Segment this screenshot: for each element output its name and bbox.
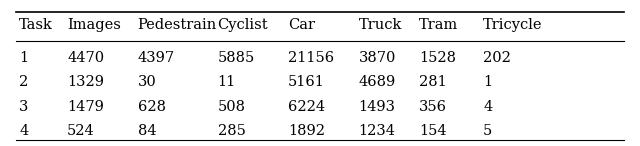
- Text: 281: 281: [419, 75, 447, 89]
- Text: Tricycle: Tricycle: [483, 18, 543, 32]
- Text: 1493: 1493: [358, 100, 396, 114]
- Text: Tram: Tram: [419, 18, 458, 32]
- Text: 154: 154: [419, 124, 447, 138]
- Text: 285: 285: [218, 124, 246, 138]
- Text: Images: Images: [67, 18, 121, 32]
- Text: 524: 524: [67, 124, 95, 138]
- Text: 508: 508: [218, 100, 246, 114]
- Text: 5: 5: [483, 124, 492, 138]
- Text: 1329: 1329: [67, 75, 104, 89]
- Text: 4: 4: [19, 124, 28, 138]
- Text: 2: 2: [19, 75, 28, 89]
- Text: Car: Car: [288, 18, 315, 32]
- Text: 6224: 6224: [288, 100, 325, 114]
- Text: Pedestrain: Pedestrain: [138, 18, 217, 32]
- Text: 3: 3: [19, 100, 29, 114]
- Text: 30: 30: [138, 75, 156, 89]
- Text: 4689: 4689: [358, 75, 396, 89]
- Text: 3870: 3870: [358, 51, 396, 65]
- Text: 628: 628: [138, 100, 166, 114]
- Text: 5885: 5885: [218, 51, 255, 65]
- Text: 4397: 4397: [138, 51, 175, 65]
- Text: 4470: 4470: [67, 51, 104, 65]
- Text: 1234: 1234: [358, 124, 396, 138]
- Text: 1479: 1479: [67, 100, 104, 114]
- Text: 1528: 1528: [419, 51, 456, 65]
- Text: 4: 4: [483, 100, 492, 114]
- Text: 21156: 21156: [288, 51, 334, 65]
- Text: Cyclist: Cyclist: [218, 18, 268, 32]
- Text: 84: 84: [138, 124, 156, 138]
- Text: 5161: 5161: [288, 75, 325, 89]
- Text: 1892: 1892: [288, 124, 325, 138]
- Text: 11: 11: [218, 75, 236, 89]
- Text: 202: 202: [483, 51, 511, 65]
- Text: Truck: Truck: [358, 18, 402, 32]
- Text: 1: 1: [19, 51, 28, 65]
- Text: 1: 1: [483, 75, 492, 89]
- Text: 356: 356: [419, 100, 447, 114]
- Text: Task: Task: [19, 18, 53, 32]
